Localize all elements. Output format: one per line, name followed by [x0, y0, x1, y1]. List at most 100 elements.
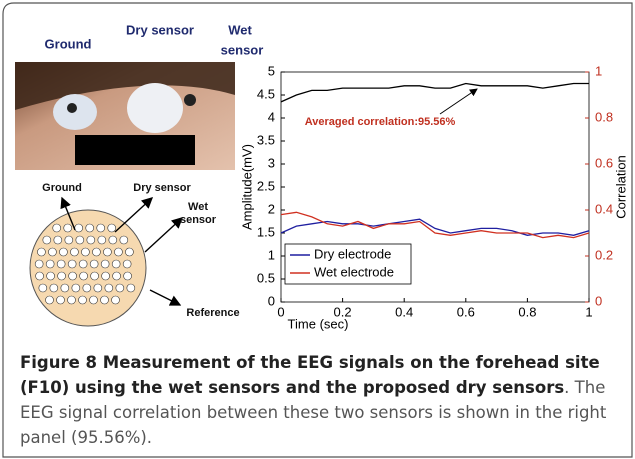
y2-tick-label: 0.6 — [595, 155, 613, 170]
y2-tick-label: 0.4 — [595, 201, 613, 216]
y-tick-label: 3.5 — [257, 132, 275, 147]
photo-label: Dry sensor — [126, 22, 194, 37]
legend-label: Wet electrode — [314, 264, 394, 279]
electrode — [59, 247, 68, 257]
y-tick-label: 1.5 — [257, 224, 275, 239]
caption-text: . The EEG signal correlation between the… — [20, 378, 607, 447]
electrode — [37, 247, 46, 257]
photo-label: Ground — [45, 36, 92, 51]
diagram-label: Ground — [42, 182, 82, 194]
electrode — [81, 247, 90, 257]
arrow — [144, 217, 184, 253]
sensor — [184, 94, 196, 106]
diagram-label: Dry sensor — [133, 182, 191, 194]
y-tick-label: 4.5 — [257, 86, 275, 101]
electrode — [71, 283, 81, 293]
electrode — [100, 295, 109, 305]
arrow — [60, 196, 76, 231]
electrode — [115, 283, 125, 293]
y2-tick-label: 0.2 — [595, 247, 613, 262]
y-tick-label: 0 — [268, 293, 275, 308]
electrode — [53, 235, 63, 245]
electrode-map — [29, 209, 147, 327]
sensor — [67, 103, 77, 113]
electrode — [108, 235, 118, 245]
electrode — [35, 271, 44, 281]
y-tick-label: 1 — [268, 247, 275, 262]
redaction — [75, 135, 195, 165]
diagram-label: Reference — [186, 307, 239, 319]
electrode — [60, 283, 70, 293]
electrode — [125, 247, 134, 257]
photo-label: Wet — [228, 22, 252, 37]
y-tick-label: 2 — [268, 201, 275, 216]
electrode — [119, 235, 129, 245]
x-tick-label: 0 — [277, 304, 284, 319]
electrode — [46, 271, 55, 281]
legend-label: Dry electrode — [314, 246, 391, 261]
y2-tick-label: 1 — [595, 63, 602, 78]
electrode — [122, 259, 132, 269]
y-tick-label: 0.5 — [257, 270, 275, 285]
electrode — [101, 271, 110, 281]
y-tick-label: 2.5 — [257, 178, 275, 193]
electrode — [123, 271, 132, 281]
electrode — [74, 223, 84, 233]
electrode — [103, 247, 112, 257]
y2-axis-label: Correlation — [613, 155, 628, 219]
electrode — [45, 259, 55, 269]
electrode — [97, 235, 107, 245]
chart: Amplitude(mV) Correlation Time (sec) Ave… — [239, 63, 628, 331]
electrode — [67, 259, 77, 269]
electrode — [68, 271, 77, 281]
electrode — [90, 271, 99, 281]
x-tick-label: 0.4 — [395, 304, 413, 319]
electrode — [111, 259, 121, 269]
y-tick-label: 4 — [268, 109, 275, 124]
electrode — [49, 283, 59, 293]
electrode — [100, 259, 110, 269]
electrode — [48, 247, 57, 257]
x-tick-label: 0.2 — [334, 304, 352, 319]
electrode — [126, 283, 136, 293]
series-line — [280, 82, 589, 103]
electrode — [78, 259, 88, 269]
annotation: Averaged correlation:95.56% — [305, 116, 456, 128]
hair — [15, 62, 235, 110]
y2-tick-label: 0.8 — [595, 109, 613, 124]
electrode — [112, 271, 121, 281]
electrode — [114, 247, 123, 257]
electrode — [93, 283, 103, 293]
electrode — [38, 283, 48, 293]
photo-label: sensor — [221, 42, 264, 57]
electrode — [67, 295, 76, 305]
electrode — [56, 259, 66, 269]
electrode — [92, 247, 101, 257]
y-tick-label: 5 — [268, 63, 275, 78]
diagram-label: sensor — [180, 214, 217, 226]
x-tick-label: 1 — [585, 304, 592, 319]
electrode — [96, 223, 106, 233]
electrode — [75, 235, 85, 245]
x-tick-label: 0.8 — [518, 304, 536, 319]
x-axis-label: Time (sec) — [288, 316, 349, 331]
electrode — [89, 295, 98, 305]
electrode — [86, 235, 96, 245]
series-line — [280, 211, 590, 239]
electrode — [107, 223, 117, 233]
electrode — [104, 283, 114, 293]
electrode — [79, 271, 88, 281]
electrode — [111, 295, 120, 305]
arrow — [149, 289, 182, 306]
electrode — [63, 223, 73, 233]
electrode — [64, 235, 74, 245]
electrode — [78, 295, 87, 305]
electrode — [52, 223, 62, 233]
y2-tick-label: 0 — [595, 293, 602, 308]
electrode — [42, 235, 52, 245]
diagram-label: Wet — [188, 201, 208, 213]
caption-title: Figure 8 Measurement of the EEG signals … — [20, 353, 600, 397]
